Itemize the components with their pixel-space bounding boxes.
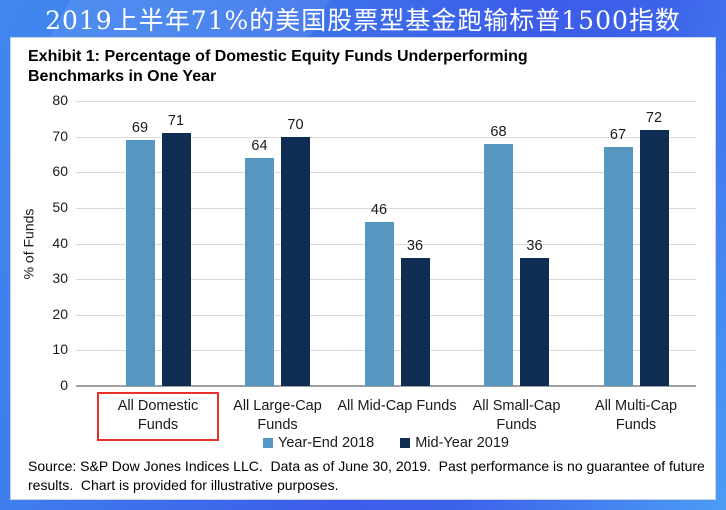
category-label-highlighted: All Domestic Funds — [97, 392, 219, 441]
bar-value-label: 68 — [490, 123, 507, 140]
y-tick-label: 40 — [52, 234, 68, 251]
legend-item: Year-End 2018 — [263, 435, 374, 451]
gridline — [76, 136, 696, 138]
bar-value-label: 36 — [406, 237, 424, 254]
y-tick-label: 70 — [52, 127, 68, 144]
bar-wrap: 69 — [125, 120, 155, 386]
category-label: All Small-Cap Funds — [472, 398, 561, 433]
bar-value-label: 70 — [287, 116, 304, 133]
bar-value-label: 36 — [526, 237, 543, 254]
bar-year-end-2018: 68 — [484, 124, 513, 386]
bar-wrap: 71 — [161, 113, 191, 386]
bar-wrap: 36 — [520, 238, 549, 386]
bar-year-end-2018: 69 — [125, 120, 155, 386]
legend-swatch-year-end-2018 — [263, 438, 273, 448]
legend-label: Year-End 2018 — [278, 435, 375, 451]
bar-group: 67 72 — [603, 101, 669, 386]
legend-item: Mid-Year 2019 — [400, 435, 509, 451]
bar-value-label: 64 — [251, 138, 268, 154]
bar-year-end-2018: 46 — [364, 202, 394, 386]
bar-wrap: 70 — [281, 117, 310, 386]
plot-area: 0 10 20 30 40 50 60 70 80 69 71 64 70 46 36 68 36 67 72 — [52, 92, 696, 393]
y-tick-label: 50 — [52, 198, 68, 215]
bar-value-label: 71 — [167, 113, 185, 130]
bar-wrap: 72 — [639, 110, 669, 386]
bar-wrap: 46 — [364, 202, 394, 386]
category-label: All Large-Cap Funds — [233, 398, 322, 433]
legend: Year-End 2018 Mid-Year 2019 — [76, 433, 696, 453]
y-tick-label: 10 — [52, 341, 68, 358]
y-tick-label: 60 — [52, 163, 68, 180]
bar-value-label: 67 — [609, 127, 627, 144]
bar-wrap: 67 — [603, 127, 633, 386]
y-tick-label: 20 — [52, 305, 68, 322]
banner-title: 2019上半年71%的美国股票型基金跑输标普1500指数 — [45, 5, 681, 35]
gridline — [76, 207, 696, 209]
category-label: All Multi-Cap Funds — [594, 398, 678, 433]
bar-group: 46 36 — [364, 101, 430, 386]
bar-mid-year-2019: 72 — [639, 110, 669, 386]
bar-value-label: 46 — [370, 202, 388, 219]
bar-group: 69 71 — [125, 101, 191, 386]
gridline — [76, 101, 696, 102]
bar-group: 68 36 — [484, 101, 549, 386]
y-tick-label: 30 — [52, 270, 68, 287]
y-tick-label: 0 — [60, 377, 68, 393]
bar-wrap: 64 — [245, 138, 274, 386]
bar-mid-year-2019: 70 — [281, 117, 310, 386]
bar-mid-year-2019: 36 — [520, 238, 549, 386]
bar-mid-year-2019: 71 — [161, 113, 191, 386]
bar-group: 64 70 — [245, 101, 310, 386]
bar-wrap: 68 — [484, 124, 513, 386]
category-label: All Mid-Cap Funds — [337, 398, 457, 414]
legend-swatch-mid-year-2019 — [400, 438, 411, 448]
exhibit-card: Exhibit 1: Percentage of Domestic Equity… — [10, 37, 716, 500]
bar-wrap: 36 — [400, 238, 430, 386]
y-tick-label: 80 — [52, 92, 68, 108]
exhibit-title: Exhibit 1: Percentage of Domestic Equity… — [28, 48, 528, 86]
bar-year-end-2018: 67 — [603, 127, 633, 386]
gridline — [76, 172, 696, 174]
bar-year-end-2018: 64 — [245, 138, 274, 386]
bar-mid-year-2019: 36 — [400, 238, 430, 386]
banner: 2019上半年71%的美国股票型基金跑输标普1500指数 — [0, 0, 726, 37]
bar-value-label: 69 — [131, 120, 149, 137]
x-axis-category-row: All Domestic Funds All Large-Cap Funds All… — [76, 392, 696, 441]
bar-value-label: 72 — [645, 109, 663, 126]
source-note: Source: S&P Dow Jones Indices LLC. Data … — [28, 458, 709, 493]
x-axis-line — [76, 385, 696, 387]
legend-label: Mid-Year 2019 — [415, 435, 509, 451]
